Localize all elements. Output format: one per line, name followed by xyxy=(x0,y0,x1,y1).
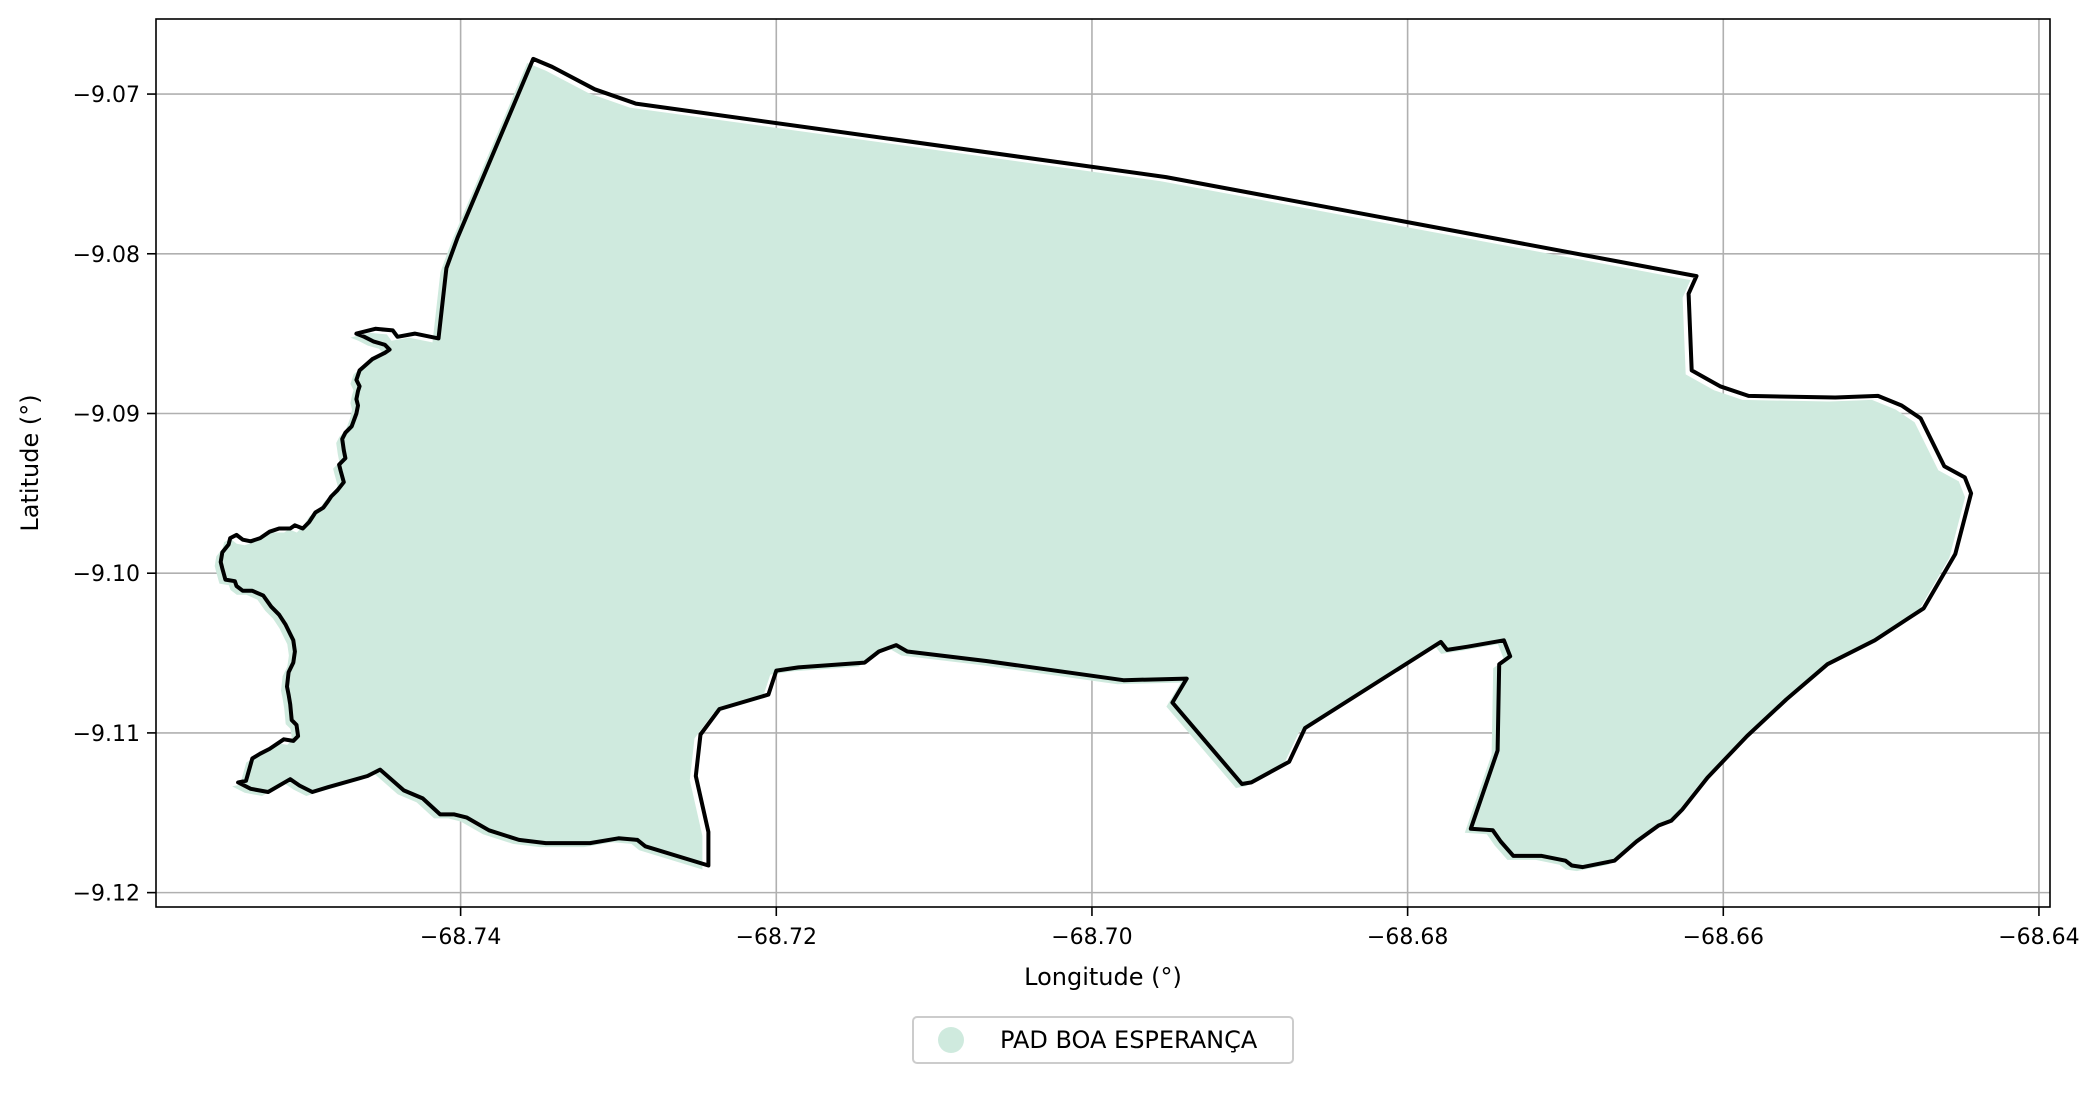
plot-frame xyxy=(155,18,2051,908)
x-tick-label: −68.70 xyxy=(1051,925,1132,950)
legend-marker xyxy=(938,1027,964,1053)
x-tick-label: −68.72 xyxy=(736,925,817,950)
legend: PAD BOA ESPERANÇA xyxy=(912,1016,1294,1064)
y-tick-label: −9.10 xyxy=(73,562,140,587)
y-tick-label: −9.07 xyxy=(73,83,140,108)
x-tick-label: −68.66 xyxy=(1683,925,1764,950)
x-tick-label: −68.64 xyxy=(1998,925,2079,950)
y-tick-label: −9.08 xyxy=(73,243,140,268)
y-tick-label: −9.11 xyxy=(73,722,140,747)
y-axis-label: Latitude (°) xyxy=(16,394,44,531)
axis-ticks: −68.74 −68.72 −68.70 −68.68 −68.66 −68.64 −9.0… xyxy=(73,83,2080,950)
x-tick-label: −68.68 xyxy=(1367,925,1448,950)
settlement-area-fill xyxy=(214,62,1966,872)
x-tick-label: −68.74 xyxy=(420,925,501,950)
x-axis-label: Longitude (°) xyxy=(1024,963,1182,991)
y-tick-label: −9.12 xyxy=(73,882,140,907)
y-tick-label: −9.09 xyxy=(73,402,140,427)
settlement-boundary-outline xyxy=(218,56,1974,870)
legend-label: PAD BOA ESPERANÇA xyxy=(1000,1026,1258,1054)
